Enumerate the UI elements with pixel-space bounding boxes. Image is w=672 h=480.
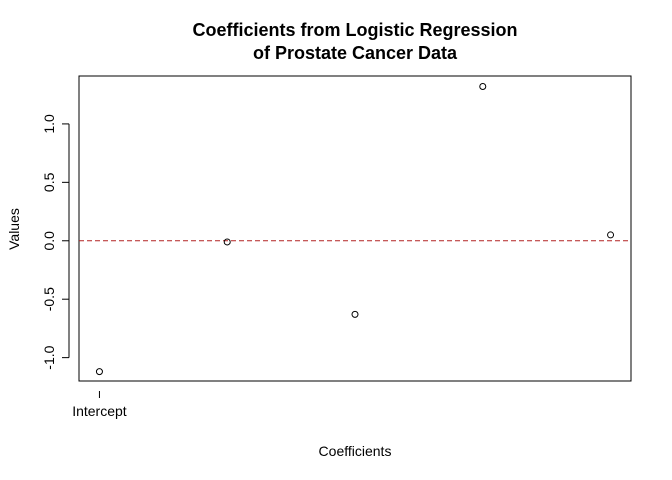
chart-title-line-1: Coefficients from Logistic Regression: [192, 20, 517, 40]
y-axis-label: Values: [6, 208, 22, 250]
data-point: [479, 83, 487, 91]
chart-title-line-2: of Prostate Cancer Data: [253, 43, 458, 63]
y-axis: -1.0 -0.5 0.0 0.5 1.0: [41, 114, 70, 370]
x-axis: Intercept: [72, 391, 127, 419]
y-tick-label: -1.0: [41, 345, 57, 369]
plot-area-frame: [78, 75, 632, 382]
y-tick-label: -0.5: [41, 287, 57, 311]
data-point: [223, 238, 231, 246]
x-axis-label: Coefficients: [319, 443, 392, 459]
y-tick-label: 0.0: [41, 231, 57, 251]
y-tick-label: 1.0: [41, 114, 57, 134]
data-point: [607, 231, 615, 239]
data-point: [351, 310, 359, 318]
x-tick-label: Intercept: [72, 403, 127, 419]
data-points: [95, 83, 615, 376]
y-tick-label: 0.5: [41, 172, 57, 192]
data-point: [95, 368, 103, 376]
